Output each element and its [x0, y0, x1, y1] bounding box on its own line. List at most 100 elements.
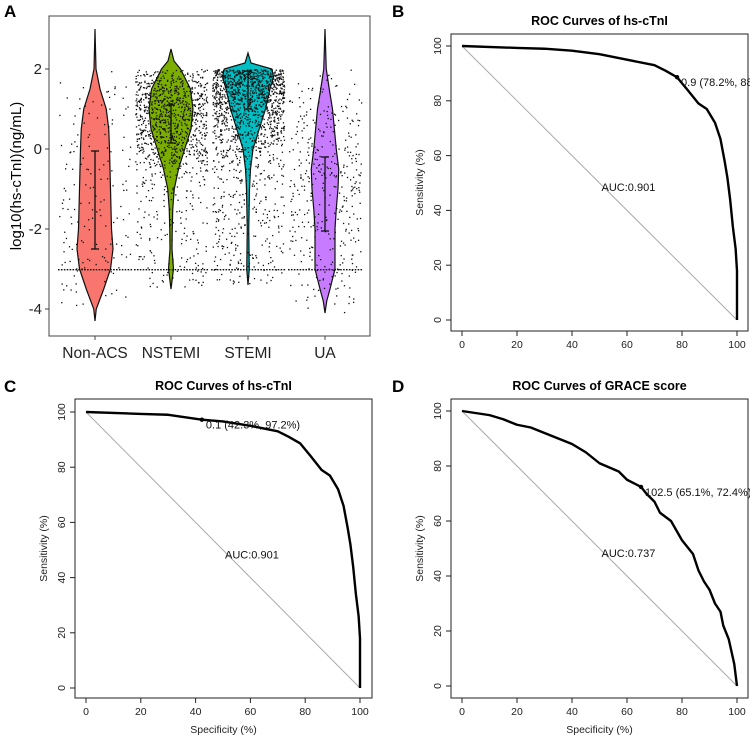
data-point: [201, 267, 204, 270]
data-point: [220, 107, 222, 109]
data-point: [340, 171, 342, 173]
data-point: [158, 141, 160, 144]
data-point: [243, 114, 245, 116]
data-point: [248, 105, 250, 107]
data-point: [225, 91, 227, 93]
data-point: [168, 162, 171, 164]
roc-panel-c: ROC Curves of hs-cTnI0020204040606080801…: [38, 379, 373, 736]
data-point: [240, 151, 242, 153]
data-point: [200, 105, 203, 107]
data-point: [199, 106, 201, 109]
data-point: [215, 105, 218, 107]
data-point: [264, 93, 266, 95]
data-point: [268, 77, 270, 79]
data-point: [355, 169, 358, 171]
data-point: [260, 133, 262, 135]
data-point: [212, 211, 214, 213]
data-point: [282, 72, 285, 74]
data-point: [354, 241, 357, 243]
data-point: [234, 151, 236, 153]
data-point: [110, 269, 112, 271]
data-point: [222, 75, 224, 78]
data-point: [76, 268, 78, 270]
data-point: [186, 109, 189, 111]
data-point: [289, 100, 291, 103]
y-tick-label: 0: [432, 317, 444, 323]
data-point: [250, 99, 252, 101]
data-point: [206, 82, 208, 85]
data-point: [328, 233, 330, 235]
data-point: [170, 198, 173, 201]
auc-label: AUC:0.737: [602, 548, 656, 560]
data-point: [340, 210, 343, 212]
data-point: [256, 95, 258, 97]
data-point: [215, 93, 217, 95]
data-point: [260, 279, 262, 281]
data-point: [320, 258, 322, 261]
data-point: [258, 94, 260, 97]
data-point: [160, 77, 162, 79]
data-point: [145, 124, 147, 127]
jitter-points-stemi: [211, 69, 286, 285]
data-point: [196, 139, 198, 141]
data-point: [113, 269, 115, 271]
data-point: [349, 123, 351, 125]
data-point: [184, 95, 186, 97]
data-point: [252, 90, 254, 92]
data-point: [278, 78, 281, 81]
data-point: [187, 140, 190, 142]
data-point: [313, 173, 315, 175]
data-point: [282, 243, 285, 245]
roc-curve: [461, 44, 739, 320]
data-point: [143, 129, 145, 131]
data-point: [205, 120, 207, 123]
data-point: [172, 105, 175, 107]
data-point: [92, 269, 95, 271]
data-point: [143, 74, 145, 76]
data-point: [271, 112, 274, 114]
y-axis-label: Sensitivity (%): [414, 515, 426, 582]
data-point: [319, 87, 322, 89]
data-point: [216, 96, 218, 98]
data-point: [337, 287, 339, 289]
data-point: [352, 187, 354, 189]
data-point: [194, 269, 197, 271]
data-point: [305, 159, 308, 161]
x-tick-label: 100: [351, 706, 369, 718]
data-point: [197, 92, 199, 94]
data-point: [113, 221, 115, 224]
data-point: [227, 86, 229, 89]
data-point: [125, 86, 127, 88]
data-point: [223, 123, 226, 125]
data-point: [221, 232, 224, 234]
data-point: [139, 88, 141, 90]
data-point: [245, 113, 247, 115]
data-point: [264, 76, 266, 79]
data-point: [348, 135, 350, 137]
data-point: [265, 222, 268, 224]
data-point: [214, 76, 216, 79]
data-point: [234, 128, 237, 130]
data-point: [225, 269, 228, 271]
data-point: [260, 269, 262, 271]
data-point: [251, 110, 254, 112]
data-point: [276, 209, 279, 212]
y-tick-label: 80: [432, 95, 444, 107]
data-point: [196, 113, 198, 115]
x-tick-label: 0: [459, 339, 465, 351]
data-point: [257, 130, 259, 133]
data-point: [194, 80, 196, 83]
data-point: [337, 269, 339, 271]
data-point: [251, 185, 254, 187]
data-point: [196, 157, 198, 160]
data-point: [237, 269, 239, 271]
data-point: [282, 81, 284, 83]
data-point: [283, 97, 285, 99]
data-point: [140, 226, 143, 228]
data-point: [360, 102, 363, 104]
data-point: [151, 103, 153, 105]
data-point: [216, 242, 218, 245]
data-point: [218, 69, 221, 71]
panel-label-c: C: [4, 377, 16, 396]
data-point: [221, 74, 223, 77]
